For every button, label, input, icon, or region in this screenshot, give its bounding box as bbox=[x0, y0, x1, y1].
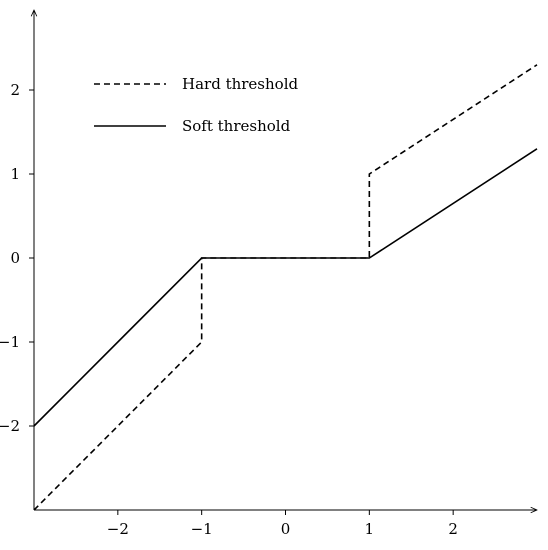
legend-label: Hard threshold bbox=[182, 75, 298, 93]
legend-label: Soft threshold bbox=[182, 117, 291, 135]
y-tick-label: 0 bbox=[10, 249, 20, 267]
x-tick-label: 2 bbox=[448, 520, 458, 538]
y-tick-label: 2 bbox=[10, 81, 20, 99]
x-tick-label: 0 bbox=[281, 520, 291, 538]
axes: −2 −1 0 1 2 −2 −1 0 1 2 bbox=[0, 10, 537, 538]
x-tick-label: −1 bbox=[191, 520, 213, 538]
legend: Hard threshold Soft threshold bbox=[94, 75, 298, 135]
soft-threshold-line bbox=[33, 148, 538, 427]
y-tick-label: 1 bbox=[10, 165, 20, 183]
series-layer bbox=[33, 64, 538, 511]
y-tick-label: −1 bbox=[0, 333, 20, 351]
x-tick-label: −2 bbox=[107, 520, 129, 538]
x-tick-label: 1 bbox=[365, 520, 375, 538]
y-tick-label: −2 bbox=[0, 417, 20, 435]
